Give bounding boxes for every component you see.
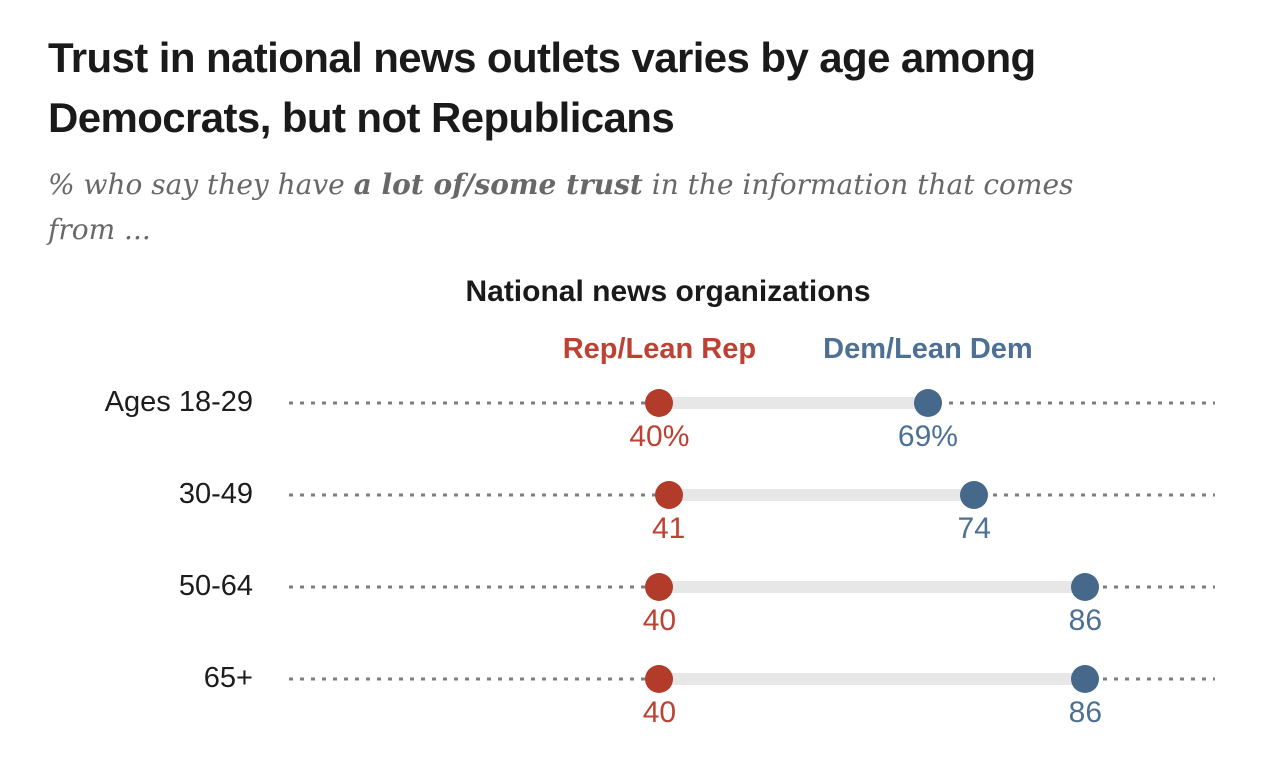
dem-dot (913, 388, 942, 417)
subtitle-prefix: % who say they have (48, 168, 354, 202)
row-label: 65+ (203, 662, 253, 695)
dem-value-label: 69% (897, 419, 958, 453)
chart-panel-title: National news organizations (465, 274, 871, 308)
rep-dot (645, 664, 674, 693)
dem-dot (960, 480, 989, 509)
connector-band (659, 580, 1086, 593)
rep-dot (654, 480, 683, 509)
dem-value-label: 74 (957, 511, 991, 545)
connector-band (668, 488, 975, 501)
chart-row: 50-64 40 86 (48, 541, 1215, 637)
rep-dot (645, 572, 674, 601)
chart-rows: Ages 18-29 40% 69% 30-49 41 74 50-64 40 86 65+ 40 8… (48, 357, 1215, 729)
rep-dot (645, 388, 674, 417)
row-label: 50-64 (178, 570, 253, 603)
page-title: Trust in national news outlets varies by… (48, 34, 1036, 141)
dem-value-label: 86 (1068, 603, 1103, 637)
subtitle-line2: from ... (48, 213, 151, 247)
dem-dot (1071, 572, 1100, 601)
dem-value-label: 86 (1068, 695, 1103, 729)
legend-rep-label: Rep/Lean Rep (562, 332, 757, 365)
row-label: 30-49 (178, 478, 253, 511)
connector-band (659, 396, 928, 409)
row-track: 40 86 (289, 633, 1215, 729)
subtitle-suffix: in the information that comes (642, 168, 1074, 202)
legend-dem-label: Dem/Lean Dem (823, 332, 1033, 365)
chart-row: Ages 18-29 40% 69% (48, 357, 1215, 453)
rep-value-label: 40 (642, 603, 677, 637)
subtitle: % who say they have a lot of/some trust … (48, 163, 1215, 253)
row-label: Ages 18-29 (104, 386, 253, 419)
row-track: 40 86 (289, 541, 1215, 637)
subtitle-bold-phrase: a lot of/some trust (353, 168, 643, 202)
connector-band (659, 672, 1086, 685)
rep-value-label: 41 (651, 511, 686, 545)
chart-legend: Rep/Lean Rep Dem/Lean Dem (289, 333, 1215, 369)
rep-value-label: 40% (629, 419, 690, 453)
chart-row: 65+ 40 86 (48, 633, 1215, 729)
chart-row: 30-49 41 74 (48, 449, 1215, 545)
row-track: 41 74 (289, 449, 1215, 545)
row-track: 40% 69% (289, 357, 1215, 453)
dem-dot (1071, 664, 1100, 693)
rep-value-label: 40 (642, 695, 677, 729)
